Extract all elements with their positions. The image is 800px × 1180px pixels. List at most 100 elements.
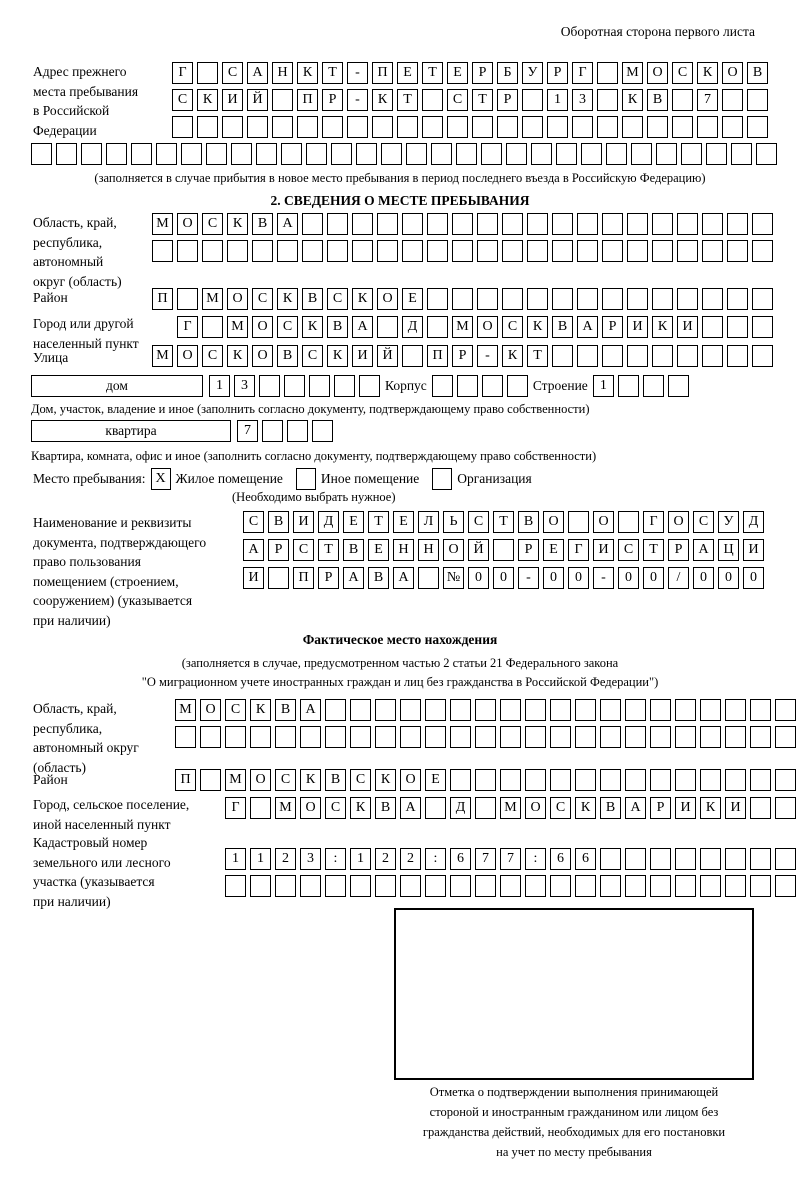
char-cell[interactable] <box>475 875 496 897</box>
char-cell[interactable] <box>550 699 571 721</box>
char-cell[interactable] <box>400 726 421 748</box>
char-cell[interactable] <box>375 726 396 748</box>
char-cell[interactable] <box>347 116 368 138</box>
char-cell[interactable]: М <box>227 316 248 338</box>
char-cell[interactable]: Р <box>668 539 689 561</box>
char-cell[interactable]: 3 <box>572 89 593 111</box>
char-cell[interactable] <box>577 240 598 262</box>
char-cell[interactable] <box>697 116 718 138</box>
char-cell[interactable] <box>525 726 546 748</box>
char-cell[interactable]: С <box>672 62 693 84</box>
char-cell[interactable] <box>375 875 396 897</box>
char-cell[interactable]: В <box>302 288 323 310</box>
char-cell[interactable]: 2 <box>400 848 421 870</box>
char-cell[interactable] <box>397 116 418 138</box>
char-cell[interactable] <box>350 726 371 748</box>
char-cell[interactable] <box>325 726 346 748</box>
char-cell[interactable]: : <box>325 848 346 870</box>
char-cell[interactable] <box>550 726 571 748</box>
char-cell[interactable] <box>752 345 773 367</box>
char-cell[interactable] <box>627 240 648 262</box>
char-cell[interactable]: Н <box>393 539 414 561</box>
char-cell[interactable] <box>752 316 773 338</box>
char-cell[interactable] <box>425 699 446 721</box>
char-cell[interactable]: К <box>277 288 298 310</box>
flat-cells[interactable]: 7 <box>237 420 333 442</box>
char-cell[interactable] <box>750 797 771 819</box>
char-cell[interactable]: О <box>250 769 271 791</box>
char-cell[interactable]: О <box>477 316 498 338</box>
char-cell[interactable]: 6 <box>550 848 571 870</box>
char-cell[interactable] <box>406 143 427 165</box>
char-cell[interactable]: Н <box>418 539 439 561</box>
char-cell[interactable] <box>527 288 548 310</box>
char-cell[interactable]: О <box>647 62 668 84</box>
char-cell[interactable] <box>775 726 796 748</box>
char-cell[interactable] <box>600 726 621 748</box>
char-cell[interactable] <box>56 143 77 165</box>
char-cell[interactable]: 6 <box>575 848 596 870</box>
char-cell[interactable]: И <box>677 316 698 338</box>
char-cell[interactable]: К <box>227 345 248 367</box>
char-cell[interactable] <box>197 62 218 84</box>
char-cell[interactable] <box>177 240 198 262</box>
char-cell[interactable] <box>352 213 373 235</box>
char-cell[interactable] <box>206 143 227 165</box>
char-cell[interactable] <box>400 699 421 721</box>
char-cell[interactable] <box>652 213 673 235</box>
char-cell[interactable] <box>181 143 202 165</box>
char-cell[interactable] <box>500 769 521 791</box>
char-cell[interactable]: Р <box>268 539 289 561</box>
char-cell[interactable] <box>272 89 293 111</box>
char-cell[interactable]: Е <box>393 511 414 533</box>
char-cell[interactable]: К <box>350 797 371 819</box>
char-cell[interactable] <box>750 848 771 870</box>
char-cell[interactable] <box>727 288 748 310</box>
char-cell[interactable] <box>597 62 618 84</box>
char-cell[interactable] <box>297 116 318 138</box>
char-cell[interactable]: В <box>327 316 348 338</box>
char-cell[interactable]: 7 <box>697 89 718 111</box>
char-cell[interactable]: О <box>300 797 321 819</box>
char-cell[interactable] <box>327 240 348 262</box>
char-cell[interactable]: В <box>275 699 296 721</box>
char-cell[interactable] <box>652 240 673 262</box>
char-cell[interactable] <box>231 143 252 165</box>
char-cell[interactable]: 1 <box>225 848 246 870</box>
char-cell[interactable] <box>450 769 471 791</box>
char-cell[interactable] <box>256 143 277 165</box>
char-cell[interactable] <box>602 345 623 367</box>
char-cell[interactable] <box>377 316 398 338</box>
char-cell[interactable] <box>650 726 671 748</box>
char-cell[interactable]: - <box>518 567 539 589</box>
char-cell[interactable] <box>631 143 652 165</box>
char-cell[interactable] <box>427 240 448 262</box>
char-cell[interactable] <box>325 699 346 721</box>
char-cell[interactable] <box>300 875 321 897</box>
char-cell[interactable]: П <box>427 345 448 367</box>
char-cell[interactable]: / <box>668 567 689 589</box>
char-cell[interactable] <box>227 240 248 262</box>
char-cell[interactable] <box>606 143 627 165</box>
char-cell[interactable] <box>425 875 446 897</box>
char-cell[interactable]: Д <box>450 797 471 819</box>
char-cell[interactable]: 1 <box>547 89 568 111</box>
char-cell[interactable]: В <box>518 511 539 533</box>
char-cell[interactable] <box>677 345 698 367</box>
char-cell[interactable] <box>500 726 521 748</box>
char-cell[interactable] <box>377 240 398 262</box>
char-cell[interactable]: Р <box>472 62 493 84</box>
char-cell[interactable]: В <box>647 89 668 111</box>
char-cell[interactable]: Г <box>643 511 664 533</box>
char-cell[interactable] <box>250 875 271 897</box>
char-cell[interactable]: В <box>268 511 289 533</box>
char-cell[interactable] <box>725 699 746 721</box>
char-cell[interactable]: Г <box>572 62 593 84</box>
char-cell[interactable] <box>312 420 333 442</box>
char-cell[interactable] <box>775 797 796 819</box>
char-cell[interactable] <box>431 143 452 165</box>
char-cell[interactable] <box>350 875 371 897</box>
stamp-confirmation-box[interactable] <box>394 908 754 1080</box>
char-cell[interactable] <box>600 769 621 791</box>
char-cell[interactable] <box>672 116 693 138</box>
